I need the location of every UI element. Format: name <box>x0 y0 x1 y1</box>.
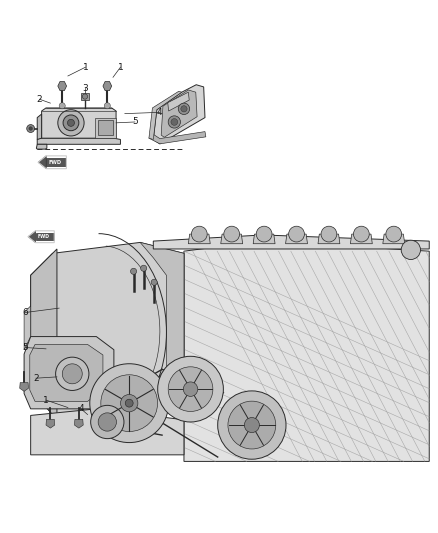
Polygon shape <box>30 344 103 401</box>
Polygon shape <box>28 231 35 243</box>
Text: 1: 1 <box>82 63 88 72</box>
Polygon shape <box>35 233 54 240</box>
Polygon shape <box>149 132 206 144</box>
Polygon shape <box>131 243 184 420</box>
Circle shape <box>104 103 110 109</box>
Text: 1: 1 <box>43 395 49 405</box>
Circle shape <box>191 226 207 242</box>
Polygon shape <box>24 336 114 409</box>
Polygon shape <box>153 85 205 144</box>
Polygon shape <box>184 241 429 462</box>
Circle shape <box>228 401 276 449</box>
Polygon shape <box>318 234 340 244</box>
Polygon shape <box>42 108 116 138</box>
Circle shape <box>321 226 337 242</box>
Polygon shape <box>24 306 31 350</box>
Polygon shape <box>38 156 46 168</box>
Circle shape <box>244 417 259 433</box>
Text: 1: 1 <box>117 63 124 72</box>
Polygon shape <box>31 409 184 455</box>
Circle shape <box>63 115 79 131</box>
Circle shape <box>29 127 32 130</box>
Polygon shape <box>37 114 42 140</box>
Circle shape <box>151 279 157 285</box>
Circle shape <box>27 125 35 133</box>
Text: 5: 5 <box>22 343 28 352</box>
Polygon shape <box>95 118 116 138</box>
Text: 2: 2 <box>37 95 42 104</box>
Polygon shape <box>37 138 120 144</box>
Circle shape <box>131 268 137 274</box>
Polygon shape <box>98 120 113 135</box>
Circle shape <box>168 116 180 128</box>
Circle shape <box>168 367 213 411</box>
Circle shape <box>401 240 420 260</box>
Circle shape <box>91 405 124 439</box>
Polygon shape <box>31 249 57 420</box>
Polygon shape <box>20 383 28 391</box>
Polygon shape <box>103 82 112 91</box>
Circle shape <box>90 364 169 442</box>
Text: FWD: FWD <box>38 234 49 239</box>
Circle shape <box>289 226 304 242</box>
Polygon shape <box>46 158 67 166</box>
Circle shape <box>62 364 82 384</box>
Text: 4: 4 <box>78 405 84 414</box>
Polygon shape <box>58 82 67 91</box>
Polygon shape <box>46 419 55 428</box>
Polygon shape <box>383 234 405 244</box>
Polygon shape <box>350 234 372 244</box>
Polygon shape <box>31 243 184 420</box>
Circle shape <box>125 399 133 407</box>
Text: 2: 2 <box>33 374 39 383</box>
Circle shape <box>353 226 369 242</box>
Polygon shape <box>168 92 189 111</box>
Circle shape <box>256 226 272 242</box>
Text: FWD: FWD <box>48 160 61 165</box>
Polygon shape <box>36 144 47 149</box>
Polygon shape <box>81 93 89 100</box>
Circle shape <box>218 391 286 459</box>
Circle shape <box>183 382 198 397</box>
Polygon shape <box>188 234 210 244</box>
Text: 5: 5 <box>132 117 138 126</box>
Circle shape <box>141 265 147 271</box>
Circle shape <box>67 119 74 126</box>
Circle shape <box>101 375 158 432</box>
Text: 6: 6 <box>22 308 28 317</box>
Circle shape <box>59 103 65 109</box>
Circle shape <box>120 394 138 412</box>
Circle shape <box>178 103 190 115</box>
Circle shape <box>82 94 88 99</box>
Circle shape <box>98 413 117 431</box>
Polygon shape <box>161 90 197 138</box>
Polygon shape <box>149 91 182 140</box>
Circle shape <box>58 110 84 136</box>
Circle shape <box>158 356 223 422</box>
Polygon shape <box>286 234 307 244</box>
Text: 4: 4 <box>157 108 162 117</box>
Polygon shape <box>253 234 275 244</box>
Polygon shape <box>153 235 429 249</box>
Text: 3: 3 <box>82 84 88 93</box>
Circle shape <box>171 118 178 125</box>
Circle shape <box>224 226 240 242</box>
Circle shape <box>56 357 89 391</box>
Circle shape <box>386 226 402 242</box>
Polygon shape <box>221 234 243 244</box>
Polygon shape <box>74 419 83 428</box>
Circle shape <box>181 106 187 112</box>
